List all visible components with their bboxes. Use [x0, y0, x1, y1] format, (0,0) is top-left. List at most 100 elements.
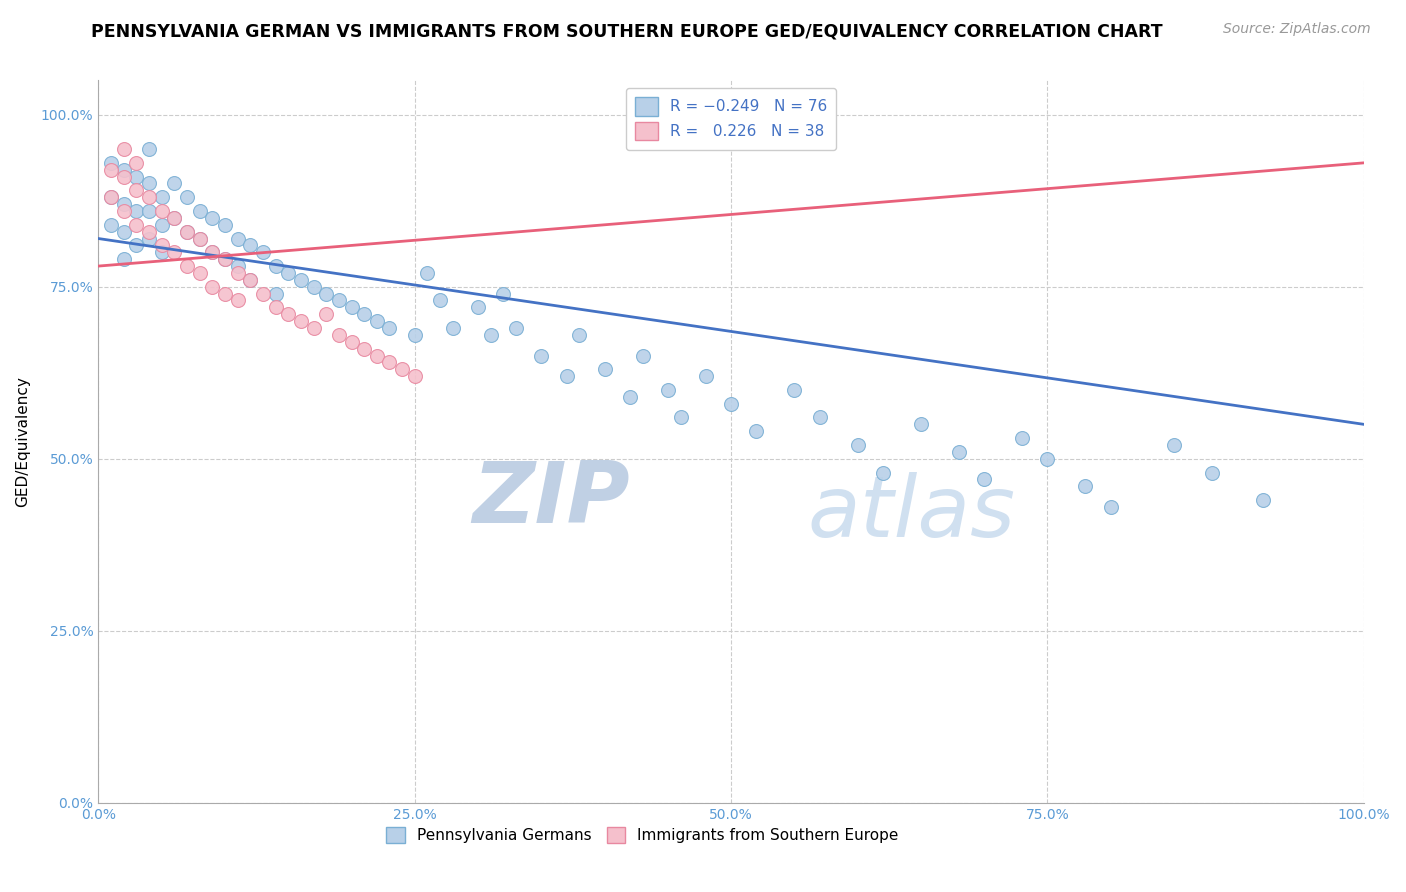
Point	[720, 397, 742, 411]
Point	[226, 231, 249, 245]
Point	[910, 417, 932, 432]
Point	[948, 445, 970, 459]
Point	[188, 266, 211, 280]
Point	[176, 190, 198, 204]
Point	[150, 190, 173, 204]
Point	[340, 301, 363, 315]
Point	[973, 472, 995, 486]
Point	[112, 225, 135, 239]
Point	[163, 245, 186, 260]
Point	[1201, 466, 1223, 480]
Point	[100, 190, 122, 204]
Point	[695, 369, 717, 384]
Text: atlas: atlas	[807, 472, 1015, 556]
Point	[239, 273, 262, 287]
Point	[252, 245, 274, 260]
Point	[150, 238, 173, 252]
Point	[188, 204, 211, 219]
Point	[125, 238, 148, 252]
Point	[239, 273, 262, 287]
Point	[846, 438, 869, 452]
Point	[125, 169, 148, 184]
Point	[163, 177, 186, 191]
Point	[125, 204, 148, 219]
Point	[416, 266, 439, 280]
Point	[100, 190, 122, 204]
Point	[214, 286, 236, 301]
Point	[530, 349, 553, 363]
Point	[505, 321, 527, 335]
Point	[176, 225, 198, 239]
Point	[353, 342, 375, 356]
Point	[112, 162, 135, 177]
Point	[429, 293, 451, 308]
Point	[100, 156, 122, 170]
Point	[214, 218, 236, 232]
Point	[1036, 451, 1059, 466]
Point	[125, 183, 148, 197]
Y-axis label: GED/Equivalency: GED/Equivalency	[15, 376, 30, 507]
Point	[302, 321, 325, 335]
Point	[366, 314, 388, 328]
Point	[1011, 431, 1033, 445]
Point	[328, 293, 350, 308]
Point	[302, 279, 325, 293]
Point	[1163, 438, 1185, 452]
Point	[1251, 493, 1274, 508]
Point	[214, 252, 236, 267]
Point	[783, 383, 806, 397]
Point	[201, 279, 224, 293]
Point	[201, 211, 224, 225]
Point	[669, 410, 692, 425]
Point	[568, 327, 591, 342]
Point	[239, 238, 262, 252]
Text: PENNSYLVANIA GERMAN VS IMMIGRANTS FROM SOUTHERN EUROPE GED/EQUIVALENCY CORRELATI: PENNSYLVANIA GERMAN VS IMMIGRANTS FROM S…	[91, 22, 1163, 40]
Point	[226, 266, 249, 280]
Point	[315, 307, 337, 321]
Point	[555, 369, 578, 384]
Point	[201, 245, 224, 260]
Point	[277, 266, 299, 280]
Point	[226, 259, 249, 273]
Point	[378, 321, 401, 335]
Text: ZIP: ZIP	[472, 458, 630, 541]
Point	[163, 211, 186, 225]
Point	[366, 349, 388, 363]
Point	[226, 293, 249, 308]
Point	[378, 355, 401, 369]
Legend: Pennsylvania Germans, Immigrants from Southern Europe: Pennsylvania Germans, Immigrants from So…	[380, 822, 905, 849]
Point	[188, 231, 211, 245]
Point	[353, 307, 375, 321]
Point	[1099, 500, 1122, 514]
Point	[657, 383, 679, 397]
Point	[264, 259, 287, 273]
Point	[328, 327, 350, 342]
Point	[138, 142, 160, 156]
Point	[138, 231, 160, 245]
Point	[214, 252, 236, 267]
Text: Source: ZipAtlas.com: Source: ZipAtlas.com	[1223, 22, 1371, 37]
Point	[163, 211, 186, 225]
Point	[619, 390, 641, 404]
Point	[138, 225, 160, 239]
Point	[404, 369, 426, 384]
Point	[404, 327, 426, 342]
Point	[315, 286, 337, 301]
Point	[138, 204, 160, 219]
Point	[125, 156, 148, 170]
Point	[492, 286, 515, 301]
Point	[112, 197, 135, 211]
Point	[479, 327, 502, 342]
Point	[872, 466, 894, 480]
Point	[391, 362, 413, 376]
Point	[277, 307, 299, 321]
Point	[631, 349, 654, 363]
Point	[112, 142, 135, 156]
Point	[138, 177, 160, 191]
Point	[150, 204, 173, 219]
Point	[138, 190, 160, 204]
Point	[593, 362, 616, 376]
Point	[201, 245, 224, 260]
Point	[176, 225, 198, 239]
Point	[264, 301, 287, 315]
